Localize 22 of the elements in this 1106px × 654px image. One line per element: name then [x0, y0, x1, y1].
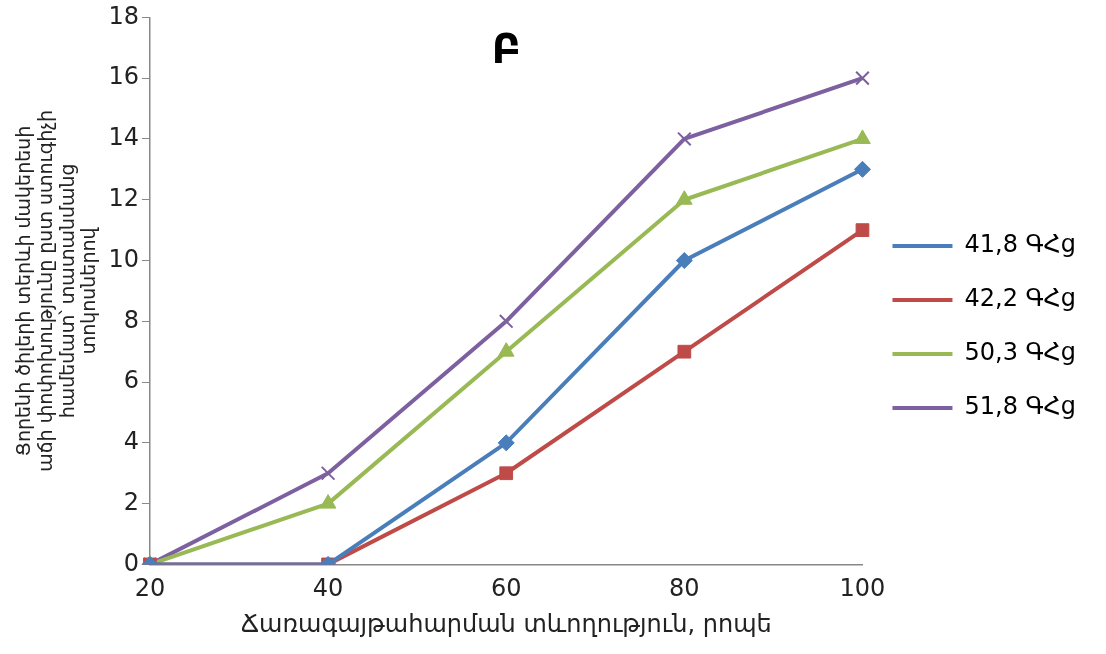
y-tick-label: 0	[123, 548, 139, 577]
y-tick-label: 4	[123, 427, 139, 456]
y-tick-label: 2	[123, 487, 139, 516]
y-tick-label: 10	[108, 244, 139, 273]
y-tick-label: 16	[108, 62, 139, 91]
y-tick-label: 12	[108, 183, 139, 212]
x-tick-label: 40	[312, 574, 344, 603]
y-axis-title: Ցորենի ծիլերի տերևի մակերեսի աճի փոփոխությունը ըստ ստուգիչի համեմատ՝ տատանմանց տոկոսներով	[11, 109, 100, 472]
legend-label: 51,8 ԳՀց	[964, 392, 1076, 421]
chart-title: Բ	[491, 25, 521, 72]
legend-label: 50,3 ԳՀց	[964, 338, 1076, 367]
y-tick-label: 18	[108, 1, 139, 30]
legend-label: 41,8 ԳՀց	[964, 230, 1076, 259]
y-tick-label: 6	[123, 366, 139, 395]
y-tick-label: 14	[108, 123, 139, 152]
x-axis-title: Ճառագայթահարման տևողություն, րոպե	[240, 609, 772, 638]
x-tick-label: 20	[134, 574, 166, 603]
legend-label: 42,2 ԳՀց	[964, 284, 1076, 313]
y-tick-label: 8	[123, 305, 139, 334]
x-tick-label: 60	[490, 574, 522, 603]
x-tick-label: 100	[839, 574, 886, 603]
x-tick-label: 80	[669, 574, 700, 603]
